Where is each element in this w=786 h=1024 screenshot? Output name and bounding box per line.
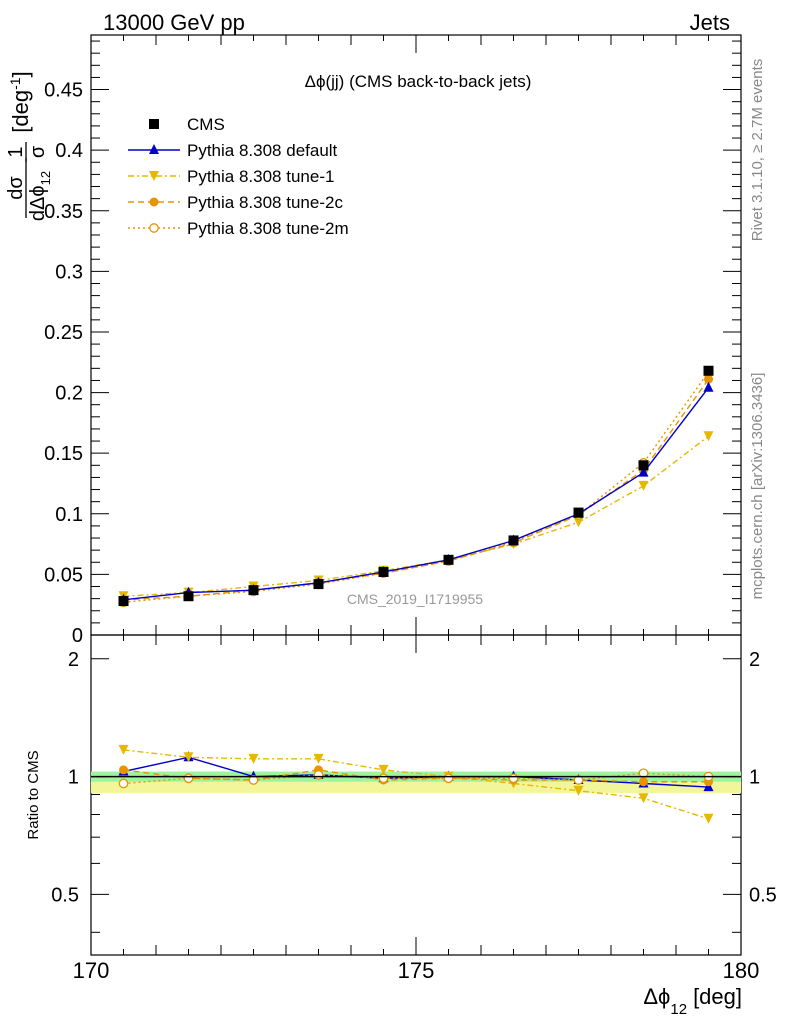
- y-label-one: 1: [5, 146, 27, 157]
- main-series: [118, 365, 714, 608]
- ratio-point-tune1: [183, 752, 194, 763]
- data-point-cms: [508, 535, 519, 546]
- legend-marker-tune2c: [149, 197, 159, 207]
- ratio-tick-label-left: 0.5: [51, 884, 79, 906]
- data-point-cms: [378, 566, 389, 577]
- ratio-point-tune1: [378, 764, 389, 775]
- ratio-tick-label-right: 1: [749, 767, 760, 789]
- series-line-tune1: [123, 435, 709, 597]
- y-tick-label: 0.4: [55, 140, 83, 162]
- data-point-cms: [443, 554, 454, 565]
- series-line-default: [123, 387, 710, 601]
- legend-label-tune2c: Pythia 8.308 tune-2c: [187, 193, 343, 212]
- ratio-point-tune2m: [638, 768, 649, 779]
- data-point-cms: [118, 596, 129, 607]
- legend-marker-default: [149, 144, 159, 154]
- ratio-point-tune2m: [313, 770, 324, 780]
- ratio-line-default: [123, 756, 709, 788]
- series-line-tune2c: [123, 378, 710, 601]
- ratio-point-tune2c: [119, 765, 128, 775]
- ratio-point-tune1: [638, 793, 649, 804]
- legend-marker-cms: [149, 119, 159, 129]
- y-tick-label: 0.25: [44, 322, 83, 344]
- data-point-tune1: [638, 480, 649, 491]
- x-tick-label: 175: [398, 958, 435, 983]
- y-axis-label: [deg-1]: [7, 71, 33, 132]
- ratio-point-tune1: [573, 785, 584, 796]
- y-tick-label: 0.45: [44, 80, 83, 102]
- ratio-point-tune2c: [639, 777, 648, 787]
- chart-title: Δϕ(jj) (CMS back-to-back jets): [305, 72, 532, 91]
- analysis-watermark: CMS_2019_I1719955: [347, 591, 483, 607]
- legend-label-tune1: Pythia 8.308 tune-1: [187, 167, 334, 186]
- ratio-point-tune1: [118, 744, 129, 755]
- data-point-cms: [183, 591, 194, 602]
- ratio-tick-label-left: 1: [68, 767, 79, 789]
- mcplots-label: mcplots.cern.ch [arXiv:1306.3436]: [749, 373, 766, 600]
- data-point-cms: [313, 579, 324, 590]
- ratio-point-tune1: [703, 813, 714, 824]
- y-label-unit: [deg-1]: [7, 71, 33, 132]
- x-axis-label: Δϕ12[deg]: [643, 984, 742, 1018]
- ratio-point-tune2m: [378, 773, 389, 784]
- header-right: Jets: [690, 10, 730, 35]
- data-point-cms: [573, 507, 584, 518]
- legend-label-tune2m: Pythia 8.308 tune-2m: [187, 219, 349, 238]
- y-axis-label-fraction: 1 σ dσ dΔϕ12: [5, 142, 53, 221]
- legend-label-default: Pythia 8.308 default: [187, 141, 338, 160]
- ratio-line-tune1: [123, 749, 709, 820]
- ratio-y-axis-label: Ratio to CMS: [25, 750, 42, 839]
- y-label-sigma: σ: [27, 145, 49, 158]
- y-label-dsigma: dσ: [5, 176, 27, 200]
- ratio-point-tune2m: [508, 773, 519, 784]
- legend-marker-tune1: [149, 171, 159, 181]
- ratio-tick-label-right: 2: [749, 649, 760, 671]
- y-label-dphi: dΔϕ12: [27, 171, 53, 221]
- x-tick-label: 180: [723, 958, 760, 983]
- y-tick-label: 0.05: [44, 564, 83, 586]
- data-point-tune1: [703, 431, 714, 442]
- ratio-line-tune2c: [123, 769, 709, 783]
- y-tick-label: 0.3: [55, 261, 83, 283]
- legend: CMS Pythia 8.308 default Pythia 8.308 tune…: [128, 115, 349, 238]
- data-point-tune2c: [704, 374, 713, 384]
- y-tick-label: 0: [72, 625, 83, 647]
- legend-label-cms: CMS: [187, 115, 225, 134]
- x-tick-labels: 170 175 180: [73, 958, 760, 983]
- data-point-cms: [703, 365, 714, 376]
- data-point-cms: [248, 585, 259, 596]
- legend-marker-tune2m: [149, 223, 159, 233]
- ratio-tick-labels: 0.5 1 2 0.5 1 2: [51, 649, 777, 907]
- y-tick-labels: 0 0.05 0.1 0.15 0.2 0.25 0.3 0.35 0.4 0.…: [44, 80, 83, 647]
- rivet-label: Rivet 3.1.10, ≥ 2.7M events: [749, 59, 766, 242]
- ratio-point-tune2m: [118, 778, 129, 789]
- ratio-point-tune2m: [573, 775, 584, 785]
- data-point-tune1: [573, 517, 584, 528]
- y-tick-label: 0.15: [44, 443, 83, 465]
- y-tick-label: 0.35: [44, 201, 83, 223]
- ratio-point-tune2m: [248, 775, 259, 785]
- ratio-point-tune1: [313, 753, 324, 764]
- data-point-cms: [638, 460, 649, 471]
- x-tick-label: 170: [73, 958, 110, 983]
- ratio-point-tune2m: [443, 773, 454, 784]
- ratio-point-tune2m: [183, 773, 194, 784]
- data-point-default: [703, 381, 714, 392]
- ratio-point-tune1: [248, 753, 259, 764]
- y-tick-label: 0.2: [55, 383, 83, 405]
- ratio-tick-label-left: 2: [68, 649, 79, 671]
- header-left: 13000 GeV pp: [103, 10, 245, 35]
- data-point-default: [638, 466, 649, 477]
- ratio-tick-label-right: 0.5: [749, 884, 777, 906]
- y-tick-label: 0.1: [55, 504, 83, 526]
